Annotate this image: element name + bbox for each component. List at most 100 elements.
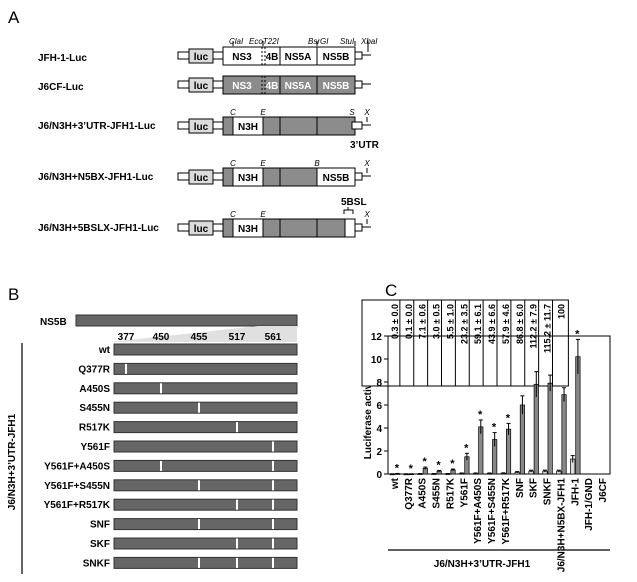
site-xbai: XbaI: [360, 37, 378, 46]
x-tick-label: J6/N3H+N5BX-JFH1: [556, 478, 567, 573]
y-tick-label: 8: [376, 378, 382, 389]
ns5b-segment: [113, 343, 298, 356]
panel-b-label: B: [8, 285, 19, 304]
svg-text:E: E: [260, 210, 266, 219]
mutation-marker: [198, 519, 200, 530]
table-value: 3.0 ± 0.5: [432, 304, 442, 339]
table-value: 0.3 ± 0.0: [390, 304, 400, 339]
construct-label: J6CF-Luc: [38, 82, 84, 93]
mutation-marker: [272, 538, 274, 549]
x-tick-label: SKF: [529, 478, 540, 498]
ns5a-label: NS5A: [285, 81, 312, 92]
significance-star: *: [436, 459, 441, 471]
bar: [561, 394, 567, 475]
y-tick-label: 6: [376, 401, 382, 412]
svg-text:377: 377: [118, 332, 135, 343]
n3h-label: N3H: [238, 224, 258, 235]
ns5b-segment: [113, 421, 298, 434]
svg-text:517: 517: [229, 332, 246, 343]
ns5b-label: NS5B: [323, 81, 350, 92]
mutant-rows: wt Q377R A450S S455N R517K Y561F Y561F+A450S Y5…: [44, 343, 298, 569]
ns5b-segment: [113, 498, 298, 511]
mutant-row: S455N: [79, 401, 298, 414]
panel-c-label: C: [385, 281, 397, 300]
significance-star: *: [395, 462, 400, 474]
mutant-label: SNF: [90, 520, 110, 531]
x-tick-label: SNF: [515, 478, 526, 498]
ns3-label: NS3: [232, 81, 252, 92]
table-value: 23.2 ± 3.5: [459, 304, 469, 344]
ns5b-segment: [113, 518, 298, 531]
luc-label: luc: [194, 52, 209, 63]
spacer-box: [212, 51, 224, 60]
svg-text:C: C: [230, 159, 236, 168]
ns5b-zoom-wedge: [110, 326, 297, 342]
utr5-box: [177, 51, 190, 60]
y-tick-label: 10: [371, 355, 383, 366]
table-value: 112.2 ± 7.9: [529, 304, 539, 348]
mutation-marker: [272, 460, 274, 471]
svg-text:B: B: [314, 159, 320, 168]
n3h-label: N3H: [238, 122, 258, 133]
y-tick-label: 12: [371, 332, 383, 343]
panel-b-group-label: J6/N3H+3’UTR-JFH1: [7, 413, 18, 510]
mutation-marker: [272, 441, 274, 452]
mutation-marker: [198, 557, 200, 568]
ns3-label: NS3: [232, 52, 252, 63]
ns5b-segment: [113, 459, 298, 472]
x-tick-label: JFH-1: [570, 478, 581, 506]
luc-label: luc: [194, 81, 209, 92]
table-frame: [361, 299, 569, 387]
mutation-marker: [236, 538, 238, 549]
svg-text:C: C: [230, 210, 236, 219]
x-tick-label: J6CF: [598, 478, 609, 502]
construct-n3h-3utr: J6/N3H+3’UTR-JFH1-Luc C E S luc N3H X 3’…: [38, 108, 380, 151]
y-tick-label: 0: [376, 470, 382, 481]
svg-text:X: X: [363, 210, 370, 219]
n3h-label: N3H: [238, 173, 258, 184]
mutant-label: Y561F: [81, 442, 110, 453]
value-table: 0.3 ± 0.0 0.1 ± 0.0 7.1 ± 0.6 3.0 ± 0.5 5.5 …: [361, 299, 569, 387]
mutant-row: A450S: [79, 382, 298, 395]
construct-n3h-5bslx: 5BSL J6/N3H+5BSLX-JFH1-Luc C E X luc N3H: [38, 197, 371, 238]
x-tick-label: SNKF: [543, 478, 554, 505]
mutant-label: SKF: [90, 539, 110, 550]
restriction-sites: ClaI EcoT22I BsrGI StuI XbaI: [229, 37, 378, 46]
svg-text:X: X: [363, 108, 370, 117]
bar: [547, 382, 553, 475]
table-value: 7.1 ± 0.6: [418, 304, 428, 339]
ns5b-segment: [113, 556, 298, 569]
significance-star: *: [464, 442, 469, 454]
luc-label: luc: [194, 173, 209, 184]
significance-star: *: [575, 328, 580, 340]
mutant-row: Y561F: [81, 440, 298, 453]
mutant-row: SNKF: [83, 556, 298, 569]
site-stui: StuI: [340, 37, 355, 46]
site-ecot22i: EcoT22I: [249, 37, 280, 46]
table-value: 5.5 ± 1.0: [445, 304, 455, 339]
ns5b-segment: [113, 440, 298, 453]
x-tick-label: R517K: [445, 477, 456, 509]
ns4b-label: 4B: [266, 52, 279, 63]
bsl-label: 5BSL: [341, 197, 367, 208]
mutation-marker: [272, 480, 274, 491]
utr3-label: 3’UTR: [350, 140, 380, 151]
mutation-marker: [236, 422, 238, 433]
x-tick-label: Y561F: [459, 478, 470, 507]
ns4b-label: 4B: [266, 81, 279, 92]
ns5a-label: NS5A: [285, 52, 312, 63]
x-tick-label: Q377R: [404, 477, 415, 509]
construct-label: JFH-1-Luc: [38, 53, 87, 64]
ns5b-segment: [113, 537, 298, 550]
bar: [478, 426, 484, 475]
mutation-marker: [198, 402, 200, 413]
ns5b-segment: [113, 382, 298, 395]
site-bsrgi: BsrGI: [308, 37, 329, 46]
construct-label: J6/N3H+3’UTR-JFH1-Luc: [38, 121, 156, 132]
y-axis: 0 2 4 6 8 10 12: [371, 332, 611, 481]
mutant-label: wt: [98, 345, 111, 356]
x-axis-labels: wt Q377R A450S S455N R517K Y561F Y561F+A450S Y5…: [390, 477, 609, 572]
significance-star: *: [450, 458, 455, 470]
table-value: 115.2 ± 11.7: [543, 304, 553, 353]
mutation-marker: [272, 499, 274, 510]
